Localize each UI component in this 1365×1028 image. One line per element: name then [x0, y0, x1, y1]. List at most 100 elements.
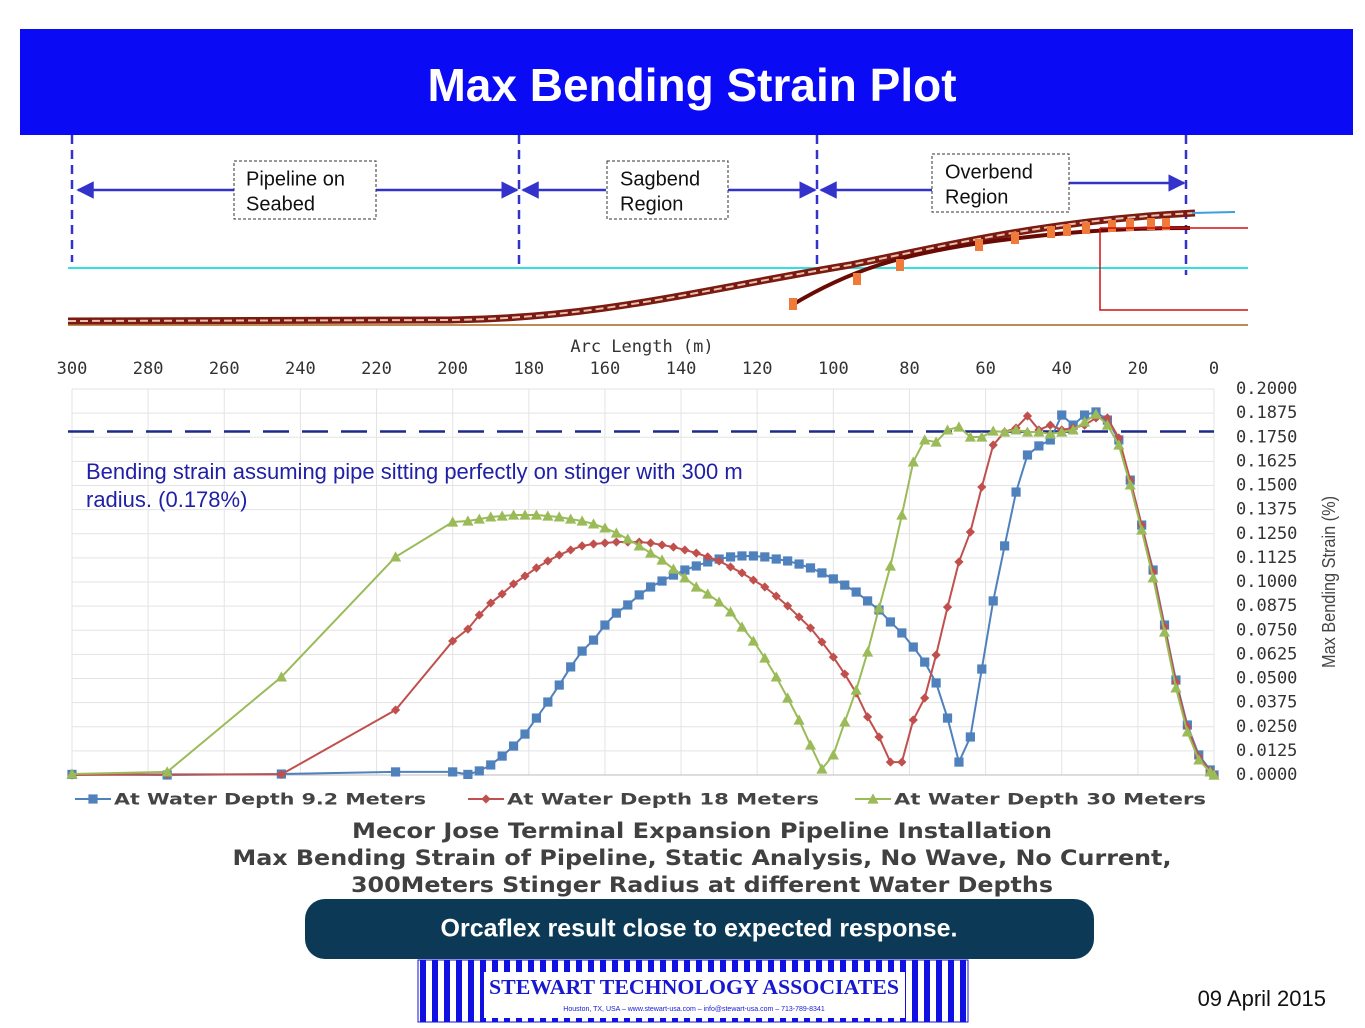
y-tick-label: 0.0125 — [1236, 741, 1297, 761]
data-marker — [954, 557, 964, 567]
y-tick-label: 0.2000 — [1236, 379, 1297, 399]
region-label: Region — [620, 193, 683, 215]
data-marker — [896, 509, 908, 520]
data-marker — [463, 769, 473, 780]
data-marker — [748, 575, 758, 585]
data-marker — [565, 513, 577, 524]
region-label: Region — [945, 186, 1008, 208]
data-marker — [783, 556, 793, 566]
pipeline-highlight — [67, 212, 1196, 322]
data-marker — [531, 563, 542, 573]
data-marker — [576, 515, 588, 526]
data-marker — [725, 562, 736, 572]
data-marker — [771, 591, 781, 601]
data-marker — [1090, 408, 1102, 419]
x-tick-label: 100 — [818, 359, 849, 379]
data-marker — [1057, 410, 1067, 420]
data-marker — [964, 431, 976, 442]
x-tick-label: 240 — [285, 359, 316, 379]
data-marker — [725, 552, 736, 562]
region-boxes — [233, 153, 1070, 220]
data-marker — [633, 540, 645, 551]
data-marker — [1045, 420, 1055, 430]
data-marker — [88, 794, 98, 804]
data-marker — [885, 617, 896, 627]
data-marker — [703, 557, 713, 567]
data-marker — [737, 551, 747, 561]
x-tick-label: 220 — [361, 359, 392, 379]
data-marker — [703, 552, 713, 562]
caption: Max Bending Strain of Pipeline, Static A… — [233, 846, 1172, 870]
data-marker — [793, 714, 805, 725]
annotation: radius. (0.178%) — [86, 487, 247, 512]
data-marker — [577, 541, 587, 551]
data-marker — [520, 729, 530, 739]
logo-name: STEWART TECHNOLOGY ASSOCIATES — [489, 975, 899, 999]
data-marker — [645, 547, 657, 558]
data-marker — [702, 588, 714, 599]
data-marker — [463, 624, 473, 634]
data-marker — [610, 527, 622, 538]
data-marker — [783, 601, 793, 611]
legend-label: At Water Depth 18 Meters — [507, 790, 819, 809]
data-marker — [1034, 441, 1044, 451]
data-marker — [713, 596, 725, 607]
data-marker — [874, 732, 884, 742]
y-tick-label: 0.0250 — [1236, 717, 1297, 737]
x-tick-label: 80 — [899, 359, 919, 379]
data-marker — [1078, 416, 1091, 427]
data-marker — [794, 612, 804, 622]
data-marker — [897, 628, 907, 638]
data-marker — [577, 646, 587, 656]
data-marker — [942, 713, 953, 723]
slide-title: Max Bending Strain Plot — [427, 59, 956, 111]
y-tick-label: 0.1750 — [1236, 427, 1297, 447]
data-marker — [1193, 754, 1205, 765]
data-marker — [543, 556, 553, 566]
data-marker — [771, 554, 781, 564]
data-marker — [497, 589, 507, 599]
callout-box — [305, 899, 1094, 959]
data-marker — [941, 424, 954, 435]
data-marker — [600, 620, 610, 630]
y-tick-label: 0.0625 — [1236, 644, 1297, 664]
data-marker — [920, 693, 930, 703]
data-marker — [691, 561, 701, 571]
x-tick-label: 180 — [513, 359, 544, 379]
data-marker — [646, 538, 656, 548]
data-marker — [530, 509, 543, 520]
data-marker — [1033, 426, 1045, 437]
data-marker — [622, 533, 634, 544]
x-tick-label: 260 — [209, 359, 240, 379]
data-marker — [554, 550, 564, 560]
data-marker — [1067, 424, 1079, 435]
data-marker — [850, 684, 862, 695]
x-axis-title: Arc Length (m) — [570, 337, 713, 357]
y-tick-label: 0.0750 — [1236, 620, 1297, 640]
data-marker — [873, 602, 885, 613]
data-marker — [1124, 479, 1136, 490]
data-marker — [867, 793, 879, 804]
data-marker — [474, 766, 484, 776]
data-marker — [977, 664, 987, 674]
data-marker — [1102, 413, 1113, 423]
x-tick-label: 200 — [437, 359, 468, 379]
data-marker — [920, 657, 930, 667]
y-tick-label: 0.0000 — [1236, 765, 1297, 785]
data-marker — [942, 602, 953, 612]
data-marker — [656, 554, 668, 565]
data-marker — [553, 511, 565, 522]
x-tick-label: 40 — [1051, 359, 1071, 379]
data-marker — [390, 767, 401, 777]
data-marker — [794, 559, 804, 569]
data-marker — [988, 596, 998, 606]
y-tick-label: 0.1500 — [1236, 476, 1297, 496]
data-marker — [817, 568, 827, 578]
data-marker — [657, 540, 667, 550]
date: 09 April 2015 — [1198, 986, 1326, 1011]
logo-contact: Houston, TX, USA – www.stewart-usa.com –… — [563, 1006, 825, 1013]
data-marker — [999, 426, 1011, 437]
data-marker — [840, 669, 850, 679]
region-label: Seabed — [246, 193, 315, 215]
data-marker — [1011, 487, 1021, 497]
